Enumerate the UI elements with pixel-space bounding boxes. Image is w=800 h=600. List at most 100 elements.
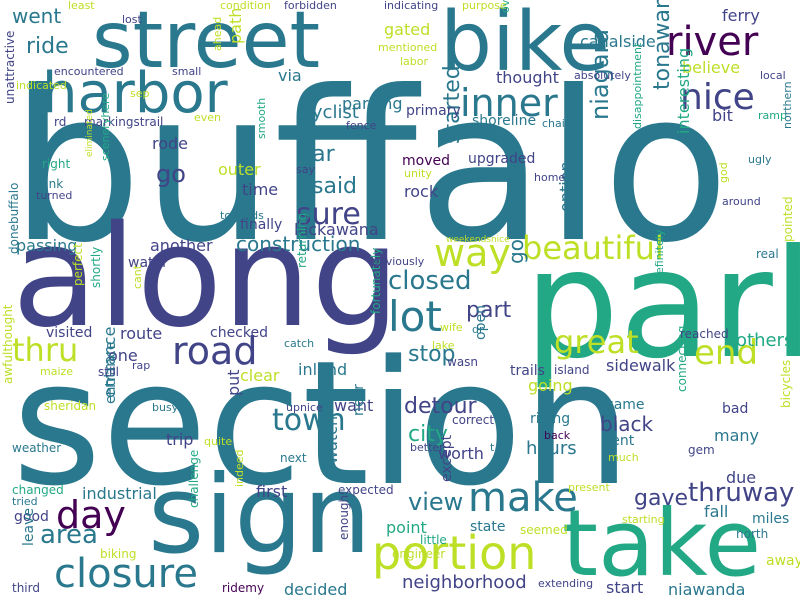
word: canalside (580, 32, 656, 51)
word: disappointment (631, 42, 644, 129)
word: mentioned (378, 41, 438, 54)
word: sent (604, 433, 635, 449)
word: watch (322, 415, 341, 464)
word: st (566, 145, 577, 158)
word: correct (452, 413, 495, 427)
word: end (694, 333, 759, 373)
word: going (528, 376, 573, 395)
word: absolutely (574, 69, 631, 82)
word: pointed (781, 196, 795, 242)
word: lackawana (294, 220, 379, 239)
word: link (42, 177, 64, 191)
word: third (12, 581, 40, 595)
word: hours (526, 438, 577, 459)
word: area (40, 520, 98, 550)
word: put (224, 369, 243, 396)
word: rode (152, 134, 189, 153)
word: maize (40, 365, 74, 378)
word: bicycles (779, 359, 793, 408)
word: least (68, 0, 95, 12)
word: miles (752, 511, 790, 527)
word: car (300, 142, 335, 167)
word: stop (408, 342, 456, 367)
word: unattractive (3, 30, 17, 104)
word: bike (440, 0, 610, 90)
word: better (410, 441, 444, 454)
word: markingstrail (84, 115, 164, 129)
word: smooth (255, 97, 268, 139)
word: local (760, 69, 786, 82)
word: street (92, 0, 321, 86)
word: tried (12, 495, 38, 508)
word: beautiful (522, 229, 664, 267)
word: detour (404, 394, 477, 419)
word: thought (496, 68, 559, 87)
word: rock (404, 182, 439, 201)
word: ride (26, 34, 69, 59)
word: day (56, 493, 126, 537)
word: small (172, 65, 202, 78)
word: gem (688, 443, 715, 457)
word: believe (682, 58, 741, 77)
word: moved (402, 153, 450, 169)
word: engineer (392, 547, 446, 561)
word: many (714, 426, 759, 445)
word: dr (472, 323, 484, 336)
word: sidewalk (606, 356, 676, 375)
word: water (128, 255, 168, 271)
word: town (272, 403, 346, 438)
word: towards (220, 209, 264, 222)
word: say (296, 163, 315, 176)
word: indicating (384, 0, 439, 12)
word: take (562, 490, 762, 597)
word: right (42, 157, 71, 171)
word: outer (218, 160, 261, 179)
word: visited (46, 325, 93, 341)
word: weekendsnice (446, 235, 510, 245)
word: fence (346, 119, 377, 132)
word: returning (295, 212, 309, 268)
word: wasn (447, 355, 479, 369)
word: checked (210, 325, 268, 341)
word: labor (400, 55, 429, 68)
word: indeed (233, 449, 246, 487)
word: section (12, 323, 632, 524)
word: neighborhood (402, 572, 527, 593)
word: finally (240, 217, 283, 233)
word: definitely (653, 229, 666, 281)
word: shoreline (472, 113, 537, 129)
word: said (312, 174, 358, 199)
word: interesting (674, 47, 693, 134)
word: another (150, 236, 213, 255)
word: sceneryhere (99, 92, 112, 161)
word: nice (680, 77, 755, 118)
word: donebuffalo (7, 182, 21, 254)
word: sep (130, 87, 150, 100)
word: city (408, 422, 448, 447)
word: even (194, 111, 222, 124)
word: obviously (372, 255, 425, 268)
word: overpass (499, 0, 512, 13)
word: route (120, 324, 163, 343)
word: view (408, 488, 464, 516)
word: condition (220, 0, 271, 12)
word: point (386, 518, 427, 537)
word: island (554, 363, 590, 377)
word: way (434, 231, 511, 275)
word: next (280, 451, 307, 465)
word: cant (131, 264, 144, 289)
word: closed (388, 266, 472, 296)
word: time (242, 180, 279, 199)
word: enough (337, 494, 351, 540)
word: harbor (42, 61, 228, 126)
word: back (544, 429, 571, 442)
word: first (256, 482, 288, 501)
word: weather (12, 441, 62, 455)
word: niawanda (668, 580, 746, 599)
word: via (278, 66, 302, 85)
word: north (736, 527, 769, 541)
word: turned (36, 189, 73, 202)
word: real (756, 247, 779, 261)
word: wife (440, 321, 463, 334)
word: challenge (187, 449, 201, 508)
